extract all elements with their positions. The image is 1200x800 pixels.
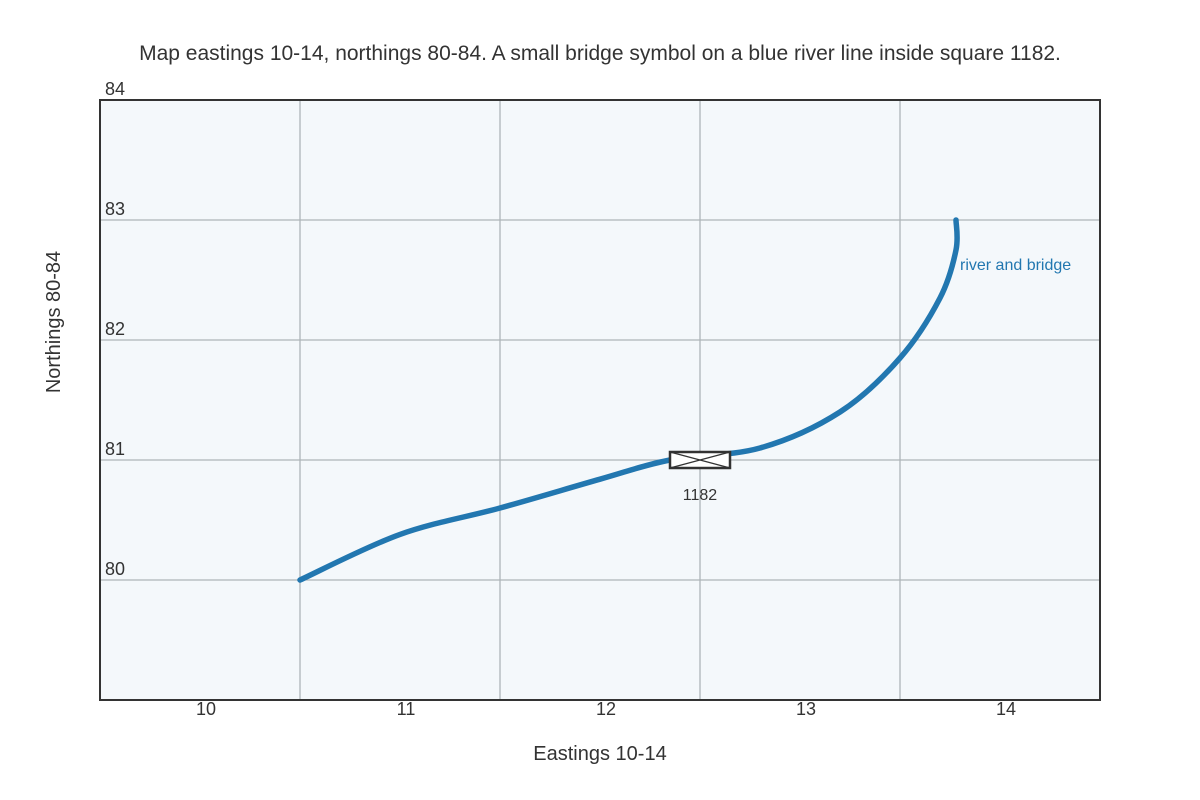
easting-tick-label: 10 [196, 699, 216, 719]
easting-tick-label: 11 [397, 699, 416, 719]
easting-tick-label: 12 [596, 699, 616, 719]
easting-tick-label: 13 [796, 699, 816, 719]
map-title: Map eastings 10-14, northings 80-84. A s… [139, 42, 1061, 65]
map-background [100, 100, 1100, 700]
easting-tick-label: 14 [996, 699, 1016, 719]
northing-tick-label: 81 [105, 439, 125, 459]
northing-tick-label: 80 [105, 559, 125, 579]
river-annotation: river and bridge [960, 257, 1071, 274]
northing-tick-label: 84 [105, 79, 125, 99]
x-axis-title: Eastings 10-14 [533, 743, 666, 765]
northing-tick-label: 83 [105, 199, 125, 219]
map-plot-area: 10 11 12 13 14 80 81 82 83 84 1182 river and bridge [99, 79, 1101, 719]
northing-tick-label: 82 [105, 319, 125, 339]
bridge-square-label: 1182 [683, 487, 718, 504]
bridge-icon [668, 450, 732, 470]
river-line [297, 217, 960, 583]
map-frame [99, 99, 1101, 701]
y-axis-title: Northings 80-84 [43, 251, 65, 393]
bridge-icon-cross [669, 451, 731, 469]
